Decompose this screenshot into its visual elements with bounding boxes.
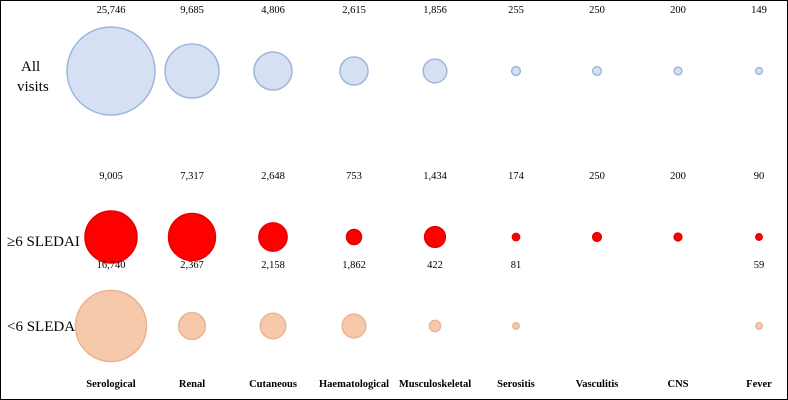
value-label: 9,005 bbox=[99, 171, 123, 182]
value-label: 1,856 bbox=[423, 5, 447, 16]
category-label: Serological bbox=[86, 379, 135, 390]
bubble bbox=[66, 26, 156, 116]
category-label: Renal bbox=[179, 379, 205, 390]
bubble bbox=[164, 43, 220, 99]
bubble bbox=[591, 65, 603, 77]
value-label: 753 bbox=[346, 171, 362, 182]
category-label: CNS bbox=[667, 379, 688, 390]
bubble bbox=[345, 228, 363, 246]
bubble bbox=[339, 56, 369, 86]
value-label: 250 bbox=[589, 171, 605, 182]
value-label: 4,806 bbox=[261, 5, 285, 16]
bubble bbox=[512, 322, 520, 330]
bubble bbox=[177, 311, 207, 341]
value-label: 2,367 bbox=[180, 260, 204, 271]
value-label: 149 bbox=[751, 5, 767, 16]
category-label: Vasculitis bbox=[576, 379, 619, 390]
row-label: ≥6 SLEDAI bbox=[7, 234, 80, 250]
value-label: 81 bbox=[511, 260, 522, 271]
value-label: 174 bbox=[508, 171, 525, 182]
value-label: 1,862 bbox=[342, 260, 366, 271]
value-label: 25,746 bbox=[97, 5, 126, 16]
category-labels: Serological Renal Cutaneous Haematological M… bbox=[86, 379, 772, 390]
value-label: 7,317 bbox=[180, 171, 204, 182]
bubble bbox=[755, 233, 763, 241]
bubble bbox=[167, 212, 217, 262]
bubble bbox=[84, 210, 138, 264]
value-label: 2,158 bbox=[261, 260, 285, 271]
value-label: 1,434 bbox=[423, 171, 447, 182]
bubble bbox=[755, 322, 763, 330]
row-labels: All visits ≥6 SLEDAI <6 SLEDAI bbox=[7, 59, 80, 335]
category-label: Fever bbox=[746, 379, 772, 390]
value-label: 2,648 bbox=[261, 171, 285, 182]
value-label: 16,740 bbox=[97, 260, 126, 271]
value-label: 200 bbox=[670, 171, 686, 182]
bubble bbox=[673, 66, 683, 76]
category-label: Serositis bbox=[497, 379, 535, 390]
bubble bbox=[428, 319, 442, 333]
value-label: 2,615 bbox=[342, 5, 366, 16]
bubble bbox=[591, 231, 603, 243]
bubble bbox=[754, 66, 764, 76]
value-label: 422 bbox=[427, 260, 443, 271]
value-label: 90 bbox=[754, 171, 765, 182]
row-label: visits bbox=[17, 79, 49, 95]
bubble bbox=[253, 51, 293, 91]
category-label: Musculoskeletal bbox=[399, 379, 471, 390]
bubbles bbox=[66, 26, 764, 363]
value-label: 59 bbox=[754, 260, 765, 271]
value-label: 255 bbox=[508, 5, 524, 16]
bubble bbox=[510, 65, 522, 77]
bubble bbox=[422, 58, 448, 84]
bubble bbox=[74, 289, 148, 363]
bubble bbox=[341, 313, 367, 339]
row-label: All bbox=[21, 59, 40, 75]
bubble bbox=[511, 232, 521, 242]
row-label: <6 SLEDAI bbox=[7, 319, 80, 335]
bubble bbox=[259, 312, 287, 340]
value-label: 9,685 bbox=[180, 5, 204, 16]
category-label: Cutaneous bbox=[249, 379, 297, 390]
category-label: Haematological bbox=[319, 379, 389, 390]
bubble bbox=[258, 222, 288, 252]
value-labels: 25,746 9,685 4,806 2,615 1,856 255 250 200 149 9,… bbox=[97, 5, 767, 271]
bubble bbox=[423, 225, 447, 249]
bubble bbox=[673, 232, 683, 242]
value-label: 200 bbox=[670, 5, 686, 16]
value-label: 250 bbox=[589, 5, 605, 16]
